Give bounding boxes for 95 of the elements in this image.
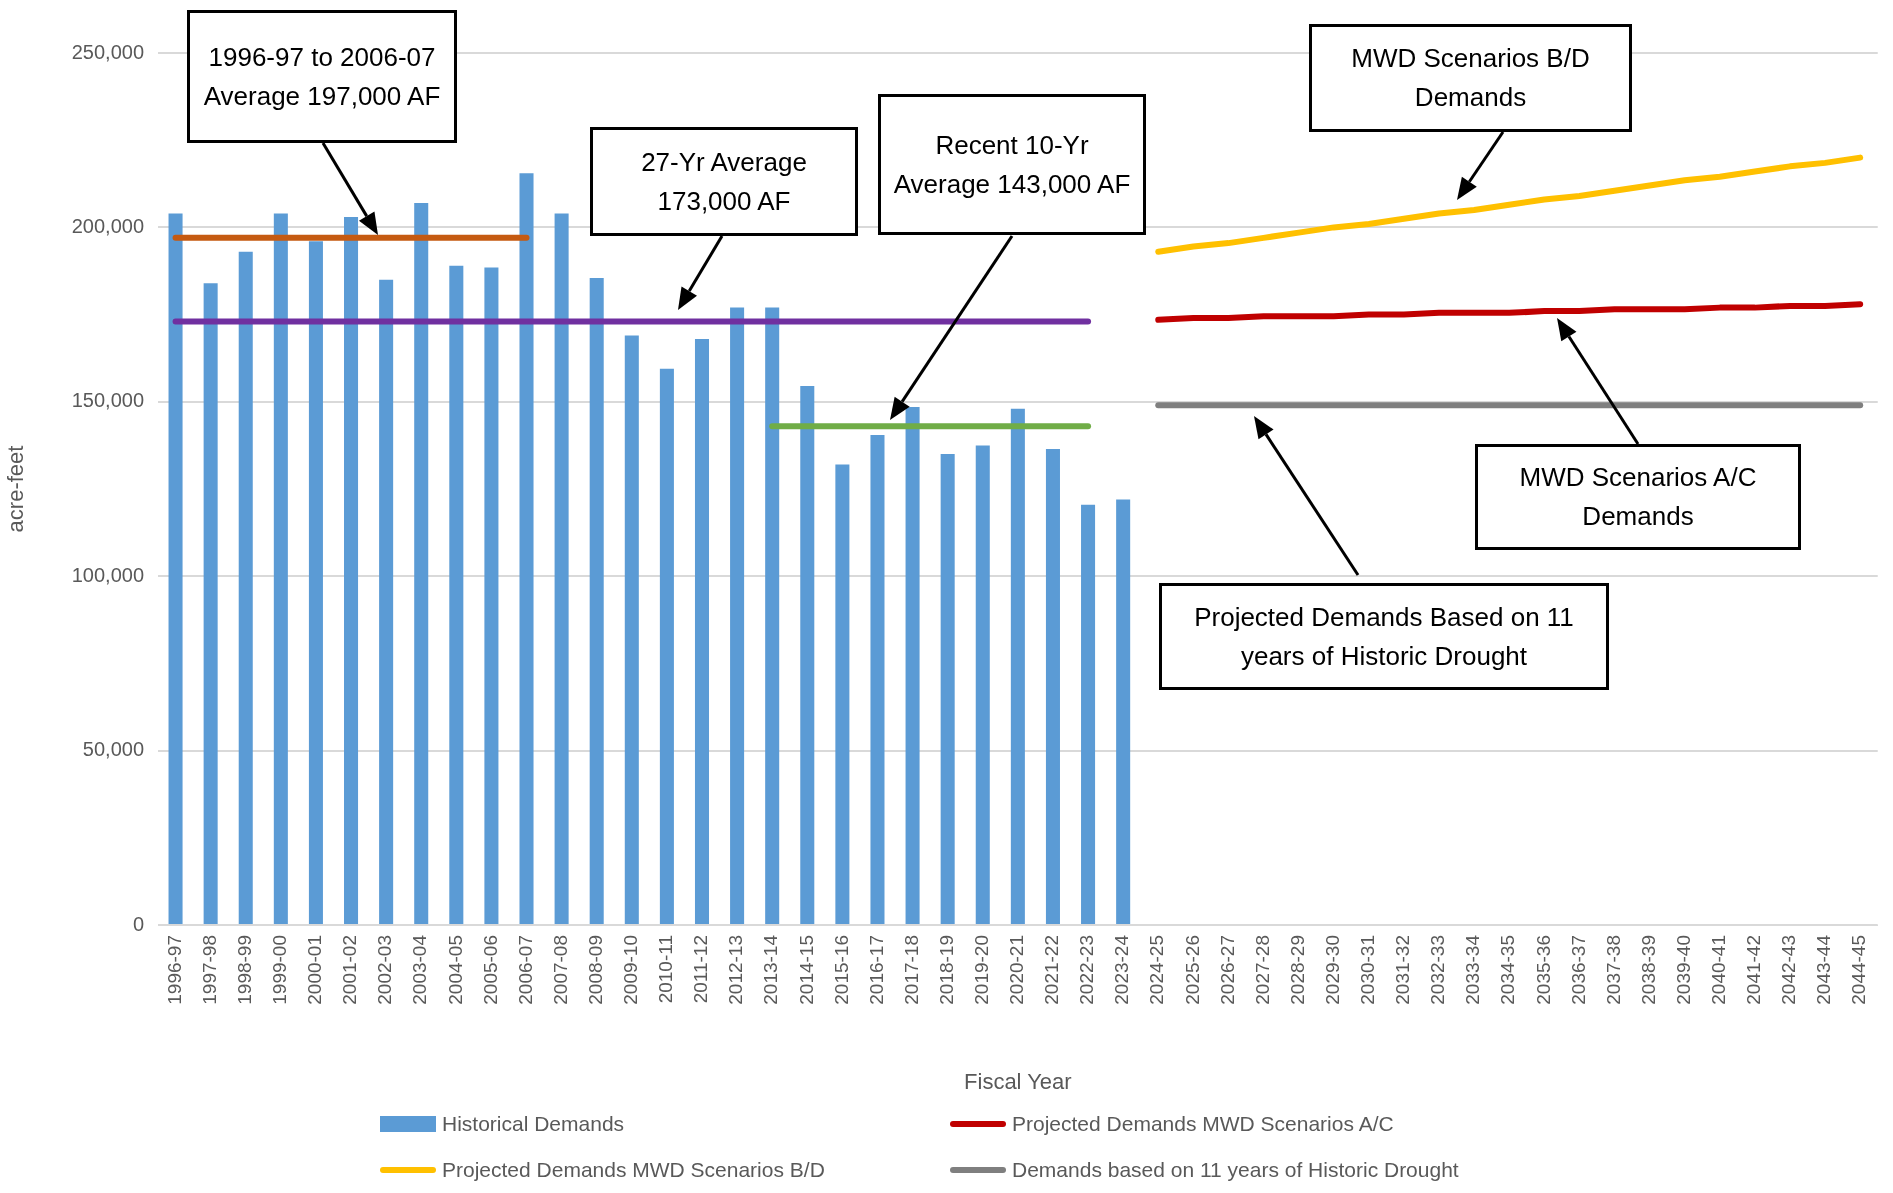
callout-box: MWD Scenarios B/D Demands [1309, 24, 1632, 132]
x-tick-label: 2031-32 [1392, 935, 1414, 1005]
bar [554, 213, 569, 924]
x-tick-label: 2019-20 [971, 935, 992, 1005]
y-tick-label: 50,000 [82, 738, 144, 761]
bar [449, 265, 464, 924]
bar [484, 267, 499, 924]
bar [519, 173, 534, 924]
x-tick-label: 2009-10 [620, 935, 642, 1005]
bar [308, 241, 323, 924]
x-tick-label: 1996-97 [163, 935, 185, 1005]
x-tick-label: 2032-33 [1427, 935, 1449, 1005]
y-axis-title: acre-feet [3, 445, 29, 533]
bar [379, 279, 394, 924]
x-tick-label: 1998-99 [233, 935, 255, 1005]
bar [835, 464, 850, 924]
x-tick-label: 2006-07 [514, 935, 536, 1005]
x-tick-label: 2034-35 [1497, 935, 1519, 1005]
bar [905, 407, 920, 924]
callout-box: Recent 10-Yr Average 143,000 AF [878, 94, 1146, 235]
x-tick-label: 2040-41 [1708, 935, 1730, 1005]
x-tick-label: 2022-23 [1076, 935, 1098, 1005]
x-tick-label: 2021-22 [1041, 935, 1063, 1005]
x-tick-label: 2033-34 [1462, 934, 1484, 1005]
x-tick-label: 2042-43 [1778, 935, 1800, 1005]
legend-label: Projected Demands MWD Scenarios B/D [442, 1158, 825, 1182]
x-tick-label: 2000-01 [304, 935, 326, 1005]
x-tick-label: 2041-42 [1743, 935, 1765, 1005]
x-tick-label: 2037-38 [1602, 935, 1624, 1005]
x-tick-label: 2010-11 [655, 935, 677, 1004]
legend-label: Projected Demands MWD Scenarios A/C [1012, 1112, 1394, 1136]
bar [1010, 408, 1025, 924]
x-tick-label: 2004-05 [444, 935, 466, 1005]
bar [975, 445, 990, 924]
x-tick-label: 2044-45 [1848, 935, 1870, 1005]
x-tick-label: 2001-02 [339, 935, 361, 1005]
y-tick-label: 150,000 [71, 389, 144, 412]
x-tick-label: 2036-37 [1567, 935, 1589, 1005]
bar [589, 277, 604, 924]
x-tick-label: 2038-39 [1637, 935, 1659, 1005]
x-tick-label: 2023-24 [1111, 934, 1133, 1005]
x-tick-label: 2008-09 [584, 935, 606, 1005]
bar [168, 213, 183, 924]
bar [694, 339, 710, 924]
x-tick-label: 2027-28 [1251, 935, 1273, 1005]
callout-box: 27-Yr Average 173,000 AF [590, 127, 858, 236]
bar [870, 434, 885, 924]
x-tick-label: 2026-27 [1216, 935, 1238, 1005]
bar [624, 335, 639, 924]
callout-box: 1996-97 to 2006-07 Average 197,000 AF [187, 10, 457, 143]
bar [1045, 448, 1060, 924]
legend-label: Historical Demands [442, 1112, 625, 1136]
callout-box: Projected Demands Based on 11 years of Historic Drought [1159, 583, 1609, 690]
x-tick-label: 2030-31 [1357, 935, 1379, 1005]
x-tick-label: 2029-30 [1321, 935, 1343, 1005]
x-tick-label: 2043-44 [1813, 934, 1835, 1005]
y-tick-label: 100,000 [71, 563, 144, 586]
y-tick-label: 250,000 [71, 40, 144, 63]
bar [800, 386, 815, 924]
bar [414, 202, 429, 924]
bar [940, 454, 955, 924]
x-tick-label: 2016-17 [865, 935, 887, 1005]
x-tick-label: 2003-04 [409, 934, 431, 1005]
x-axis-title: Fiscal Year [964, 1068, 1072, 1094]
x-tick-label: 2011-12 [690, 935, 712, 1004]
bar [1081, 504, 1096, 924]
x-tick-label: 2015-16 [830, 935, 852, 1005]
legend-label: Demands based on 11 years of Historic Drought [1012, 1158, 1459, 1182]
x-tick-label: 2013-14 [760, 934, 782, 1005]
bar [659, 368, 674, 924]
x-tick-label: 2017-18 [900, 935, 922, 1005]
y-tick-label: 0 [132, 912, 144, 935]
x-tick-label: 2012-13 [725, 935, 747, 1005]
x-tick-label: 1997-98 [198, 935, 220, 1005]
x-tick-label: 2005-06 [479, 935, 501, 1005]
y-tick-label: 200,000 [71, 214, 144, 237]
bar [1116, 499, 1131, 924]
x-tick-label: 2025-26 [1181, 935, 1203, 1005]
x-tick-label: 2020-21 [1006, 935, 1028, 1005]
bar [765, 307, 780, 924]
bar [344, 216, 359, 924]
x-tick-label: 2007-08 [549, 935, 571, 1005]
x-tick-label: 2039-40 [1672, 935, 1694, 1005]
x-tick-label: 2002-03 [374, 935, 396, 1005]
x-tick-label: 1999-00 [269, 935, 291, 1005]
x-tick-label: 2014-15 [795, 935, 817, 1005]
callout-box: MWD Scenarios A/C Demands [1475, 444, 1801, 550]
x-tick-label: 2035-36 [1532, 935, 1554, 1005]
bar [730, 307, 745, 924]
x-tick-label: 2028-29 [1286, 935, 1308, 1005]
x-tick-label: 2024-25 [1146, 935, 1168, 1005]
bar [203, 283, 218, 924]
bar [238, 251, 253, 924]
x-tick-label: 2018-19 [935, 935, 957, 1005]
bar [273, 213, 288, 924]
